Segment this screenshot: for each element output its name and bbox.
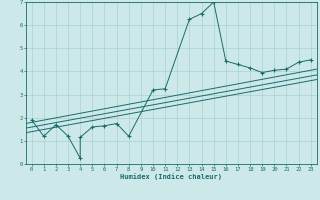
X-axis label: Humidex (Indice chaleur): Humidex (Indice chaleur) bbox=[120, 173, 222, 180]
